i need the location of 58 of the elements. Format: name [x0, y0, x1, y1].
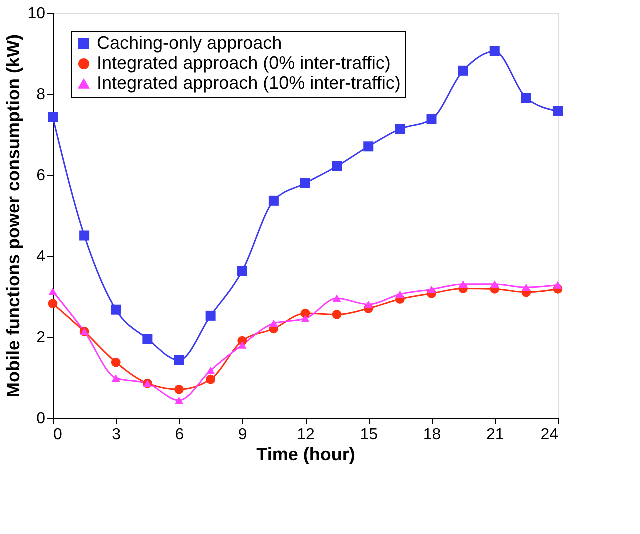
x-tick-label: 21 — [486, 426, 504, 444]
point — [364, 300, 373, 308]
x-tick-label: 24 — [540, 426, 559, 444]
point — [206, 366, 216, 374]
point — [490, 46, 500, 56]
point — [48, 299, 58, 308]
x-tick-label: 18 — [423, 426, 442, 444]
point — [206, 310, 216, 321]
point — [270, 320, 278, 328]
x-tick-label: 12 — [297, 426, 315, 444]
point — [490, 280, 500, 288]
point — [554, 281, 562, 289]
point — [48, 288, 58, 296]
point — [111, 358, 121, 368]
x-tick-label: 6 — [175, 426, 184, 444]
point — [332, 161, 342, 172]
legend-label: Caching-only approach — [97, 33, 282, 53]
y-axis-title: Mobile functions power consumption (kW) — [4, 34, 24, 398]
point — [521, 93, 532, 104]
point — [300, 308, 310, 318]
point — [174, 396, 184, 404]
legend-label: Integrated approach (10% inter-traffic) — [97, 73, 401, 93]
y-tick-label: 2 — [36, 330, 46, 346]
point — [174, 355, 184, 366]
x-tick-label: 0 — [54, 426, 62, 444]
point — [458, 280, 468, 288]
y-tick-label: 8 — [36, 86, 46, 104]
point — [332, 294, 342, 302]
point — [553, 106, 563, 116]
y-tick-label: 6 — [36, 168, 46, 184]
point — [458, 66, 468, 76]
point — [301, 315, 310, 323]
point — [300, 178, 310, 189]
point — [174, 384, 184, 394]
x-axis-title: Time (hour) — [256, 444, 356, 464]
point — [395, 124, 406, 134]
point — [237, 266, 248, 276]
legend-label: Integrated approach (0% inter-traffic) — [97, 53, 391, 73]
point — [238, 341, 247, 349]
point — [426, 114, 437, 125]
point — [268, 196, 279, 206]
point — [206, 374, 216, 384]
point — [80, 230, 90, 241]
point — [396, 290, 405, 298]
y-tick-label: 0 — [36, 410, 46, 428]
x-tick-label: 9 — [238, 426, 248, 444]
point — [332, 310, 342, 320]
point — [48, 112, 58, 122]
point — [427, 286, 436, 294]
point — [112, 374, 120, 382]
x-tick-label: 3 — [112, 426, 122, 444]
point — [111, 304, 122, 315]
y-tick-label: 10 — [28, 6, 46, 22]
point — [142, 334, 153, 344]
x-tick-label: 15 — [360, 426, 378, 444]
point — [364, 142, 374, 152]
point — [522, 284, 531, 292]
y-tick-label: 4 — [36, 248, 46, 266]
